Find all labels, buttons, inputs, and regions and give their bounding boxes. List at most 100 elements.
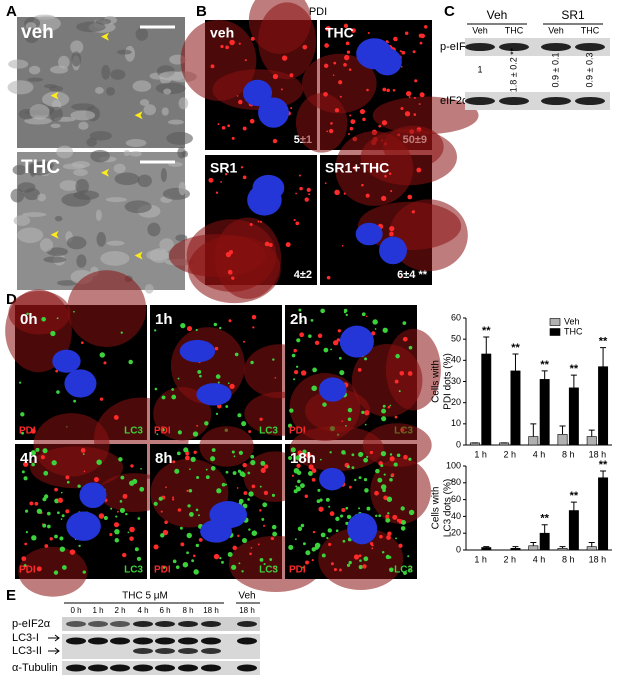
image-label: veh	[21, 22, 54, 43]
dot	[371, 547, 374, 550]
dot	[83, 470, 86, 473]
dot	[330, 562, 334, 566]
dot	[260, 460, 266, 466]
em-texture	[57, 280, 78, 286]
dot	[387, 531, 392, 536]
band	[88, 621, 108, 627]
y-tick-label: 80	[451, 477, 461, 487]
dot	[195, 328, 198, 332]
dot	[57, 497, 64, 503]
dot	[364, 357, 368, 361]
dot	[329, 451, 332, 454]
dot	[349, 114, 352, 117]
dot	[238, 99, 243, 105]
dot	[139, 486, 145, 492]
dot	[399, 50, 402, 53]
dot	[221, 560, 224, 564]
error-bar	[541, 524, 548, 534]
dot	[302, 566, 304, 569]
em-texture	[161, 107, 169, 116]
dot	[73, 399, 77, 403]
nucleus	[79, 482, 107, 509]
dot	[24, 542, 28, 546]
dot	[65, 509, 70, 514]
dot	[160, 458, 163, 462]
time-label: 8h	[155, 450, 173, 467]
em-texture	[78, 121, 89, 130]
dot	[349, 126, 354, 131]
dot	[61, 565, 67, 570]
band	[155, 648, 175, 654]
dot	[119, 500, 123, 503]
dot	[21, 431, 24, 435]
dot	[204, 421, 209, 426]
cell-body	[360, 128, 458, 186]
dot	[304, 494, 309, 499]
dot	[242, 538, 248, 544]
row-label: p-eIF2α	[12, 618, 51, 630]
dot	[334, 108, 340, 113]
dot	[242, 462, 247, 468]
dot	[385, 40, 389, 43]
dot	[232, 545, 237, 551]
dot	[227, 382, 230, 385]
dot	[237, 469, 242, 473]
dot	[29, 501, 34, 506]
dot	[215, 412, 219, 415]
dot	[348, 68, 352, 71]
dot	[380, 484, 387, 490]
dot	[358, 565, 363, 570]
dot	[383, 473, 386, 476]
dot	[60, 491, 63, 494]
dot	[53, 570, 59, 575]
x-tick-label: 1 h	[474, 449, 487, 459]
dot	[231, 276, 235, 280]
significance: **	[540, 513, 549, 525]
em-texture	[24, 117, 52, 125]
count-label: 6±4 **	[397, 269, 428, 281]
dot	[247, 471, 251, 475]
dot	[381, 120, 388, 126]
dot	[162, 529, 169, 536]
em-texture	[25, 22, 37, 30]
dot	[248, 430, 252, 433]
dot	[399, 370, 405, 376]
lane-label: THC	[581, 25, 600, 35]
dot	[268, 242, 273, 247]
dot	[154, 329, 157, 332]
dot	[120, 475, 125, 480]
error-bar	[530, 423, 537, 437]
dot	[23, 461, 29, 467]
dot	[374, 490, 379, 496]
dot	[225, 405, 229, 408]
error-bar	[559, 425, 566, 435]
dot	[401, 520, 406, 525]
dot	[364, 423, 367, 426]
dot	[312, 530, 316, 534]
dot	[418, 103, 421, 106]
dot	[175, 565, 180, 569]
dot	[378, 124, 382, 128]
dot	[153, 501, 158, 506]
legend-label: Veh	[564, 316, 580, 326]
dot	[82, 453, 85, 456]
dot	[227, 124, 231, 128]
nucleus	[258, 97, 289, 128]
dot	[269, 558, 273, 561]
dot	[46, 511, 51, 516]
dot	[259, 557, 264, 562]
dot	[341, 420, 344, 423]
em-texture	[124, 200, 152, 214]
em-texture	[26, 161, 53, 176]
significance: **	[599, 336, 608, 348]
dot	[99, 352, 106, 358]
dot	[214, 346, 219, 351]
dot	[372, 319, 378, 325]
dot	[403, 454, 408, 460]
bar	[528, 545, 539, 551]
y-axis-label: Cells with	[431, 360, 442, 403]
dot	[259, 485, 262, 488]
dot	[295, 221, 300, 226]
dot	[385, 514, 390, 519]
em-texture	[50, 123, 61, 129]
